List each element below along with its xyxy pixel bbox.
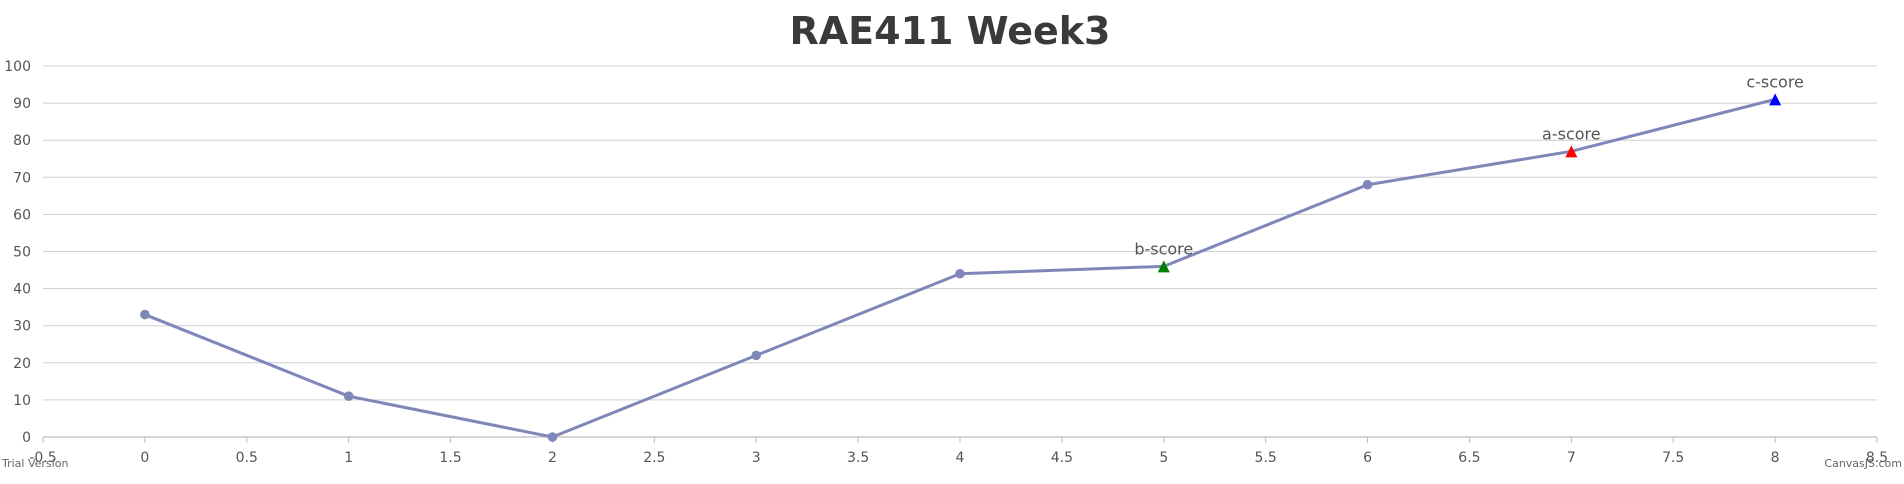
data-point <box>140 309 150 320</box>
y-tick-label: 10 <box>13 393 31 409</box>
x-tick-label: 4 <box>956 450 965 466</box>
data-point <box>343 391 354 401</box>
data-point-label: a-score <box>1542 124 1601 143</box>
x-tick-label: 1.5 <box>439 450 461 466</box>
chart-title: RAE411 Week3 <box>790 9 1111 53</box>
data-point-triangle <box>1565 145 1578 158</box>
footer-left-text: Trial Version <box>1 457 68 470</box>
footer-right-text: CanvasJS.com <box>1824 457 1902 470</box>
data-point-triangle <box>1157 260 1170 273</box>
axis-layer: 0 10 20 30 40 50 60 70 80 90 100 -0.5 0 0.5 1 1.5 2 2.5 3 3… <box>4 59 1888 466</box>
y-tick-label: 60 <box>13 207 31 223</box>
x-tick-label: 2 <box>548 450 557 466</box>
y-tick-label: 50 <box>13 245 31 261</box>
x-tick-label: 3 <box>752 450 761 466</box>
y-tick-label: 40 <box>13 282 31 298</box>
data-point <box>955 268 965 279</box>
x-tick-label: 8 <box>1771 450 1780 466</box>
data-point-label: c-score <box>1746 72 1804 91</box>
data-point-label: b-score <box>1134 239 1193 258</box>
x-tick-label: 0.5 <box>236 450 258 466</box>
x-tick-label: 7 <box>1567 450 1576 466</box>
label-layer: b-score a-score c-score <box>1134 72 1804 258</box>
x-tick-label: 8.5 <box>1866 450 1888 466</box>
y-tick-label: 80 <box>13 133 31 149</box>
y-tick-label: 20 <box>13 356 31 372</box>
y-tick-label: 70 <box>13 170 31 186</box>
x-tick-label: 3.5 <box>847 450 869 466</box>
point-layer <box>140 93 1782 442</box>
data-point <box>1362 179 1373 190</box>
y-tick-label: 30 <box>13 319 31 335</box>
x-tick-label: 6.5 <box>1458 450 1480 466</box>
data-point <box>751 350 762 361</box>
grid-layer <box>43 65 1877 438</box>
y-tick-label: 0 <box>22 430 31 446</box>
x-tick-label: 0 <box>140 450 149 466</box>
line-layer <box>143 97 1777 439</box>
x-tick-label: -0.5 <box>29 450 56 466</box>
x-tick-label: 4.5 <box>1051 450 1073 466</box>
x-tick-label: 7.5 <box>1662 450 1684 466</box>
x-tick-label: 5.5 <box>1255 450 1277 466</box>
data-point <box>547 432 558 442</box>
x-tick-label: 2.5 <box>643 450 665 466</box>
x-tick-label: 5 <box>1159 450 1168 466</box>
x-tick-label: 6 <box>1363 450 1372 466</box>
series-line <box>143 97 1777 439</box>
x-tick-label: 1 <box>344 450 353 466</box>
data-point-triangle <box>1769 93 1782 106</box>
y-tick-label: 100 <box>4 59 31 75</box>
y-tick-label: 90 <box>13 96 31 112</box>
